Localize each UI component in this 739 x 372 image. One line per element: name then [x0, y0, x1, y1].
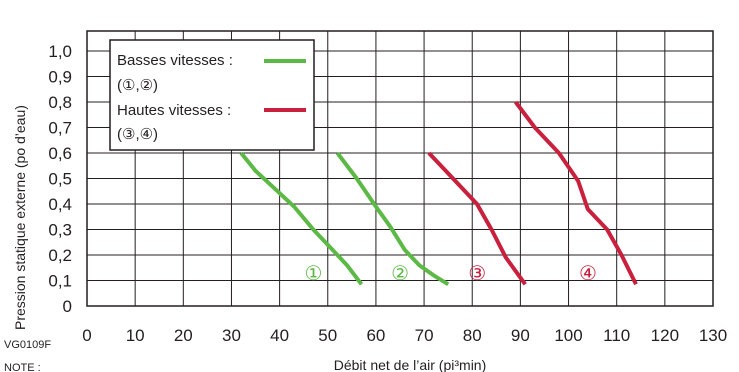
legend-sub-low: (①,②) — [117, 77, 158, 94]
y-axis-label: Pression statique externe (po d’eau) — [12, 105, 28, 330]
curve-1 — [239, 151, 364, 286]
legend: Basses vitesses : (①,②) Hautes vitesses … — [109, 39, 315, 151]
y-tick-label: 0,5 — [48, 170, 72, 189]
x-tick-label: 40 — [270, 326, 289, 345]
y-tick-label: 0 — [63, 297, 72, 316]
x-tick-label: 30 — [222, 326, 241, 345]
y-tick-label: 0,2 — [48, 246, 72, 265]
y-tick-label: 0,1 — [48, 272, 72, 291]
x-tick-labels: 0 10 20 30 40 50 60 70 80 90 100 110 120 130 — [82, 326, 727, 345]
y-tick-label: 0,4 — [48, 195, 72, 214]
curve-label-1: ① — [305, 261, 323, 285]
y-tick-label: 0,7 — [48, 119, 72, 138]
y-tick-label: 1,0 — [48, 42, 72, 61]
x-tick-label: 130 — [699, 326, 727, 345]
legend-sub-high: (③,④) — [117, 126, 158, 143]
legend-box — [109, 39, 315, 151]
y-tick-label: 0,6 — [48, 144, 72, 163]
x-tick-label: 60 — [366, 326, 385, 345]
x-tick-label: 70 — [415, 326, 434, 345]
figure-code: VG0109F — [4, 339, 51, 351]
curve-3 — [427, 151, 527, 286]
x-tick-label: 0 — [82, 326, 91, 345]
curve-2 — [335, 151, 450, 287]
x-tick-label: 10 — [126, 326, 145, 345]
x-tick-label: 80 — [463, 326, 482, 345]
x-tick-label: 20 — [174, 326, 193, 345]
y-tick-label: 0,8 — [48, 93, 72, 112]
legend-label-low: Basses vitesses : — [117, 52, 233, 69]
x-tick-label: 100 — [554, 326, 582, 345]
curve-label-4: ④ — [579, 261, 597, 285]
x-tick-label: 50 — [318, 326, 337, 345]
curves — [239, 100, 638, 287]
curve-4 — [514, 100, 638, 286]
x-tick-label: 120 — [651, 326, 679, 345]
legend-label-high: Hautes vitesses : — [117, 102, 231, 119]
footer-note: NOTE : — [4, 362, 41, 372]
x-axis-label: Débit net de l’air (pi³min) — [334, 357, 487, 372]
x-tick-label: 90 — [511, 326, 530, 345]
curve-labels: ① ② ③ ④ — [305, 261, 597, 285]
plot-frame — [86, 30, 714, 307]
y-tick-label: 0,3 — [48, 221, 72, 240]
y-tick-label: 0,9 — [48, 68, 72, 87]
curve-label-3: ③ — [468, 261, 486, 285]
y-tick-labels: 0 0,1 0,2 0,3 0,4 0,5 0,6 0,7 0,8 0,9 1,0 — [48, 42, 72, 316]
curve-label-2: ② — [391, 261, 409, 285]
x-tick-label: 110 — [603, 326, 630, 345]
